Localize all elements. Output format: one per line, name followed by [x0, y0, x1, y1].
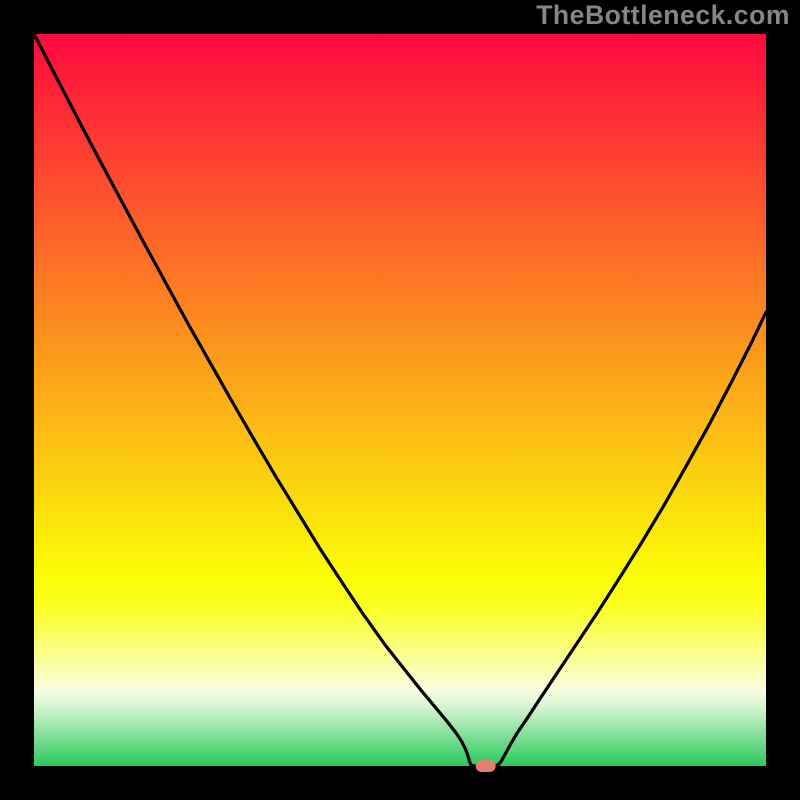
gradient-background [34, 34, 766, 766]
watermark-text: TheBottleneck.com [536, 0, 790, 31]
optimal-point-marker [476, 760, 496, 772]
bottleneck-chart [0, 0, 800, 800]
